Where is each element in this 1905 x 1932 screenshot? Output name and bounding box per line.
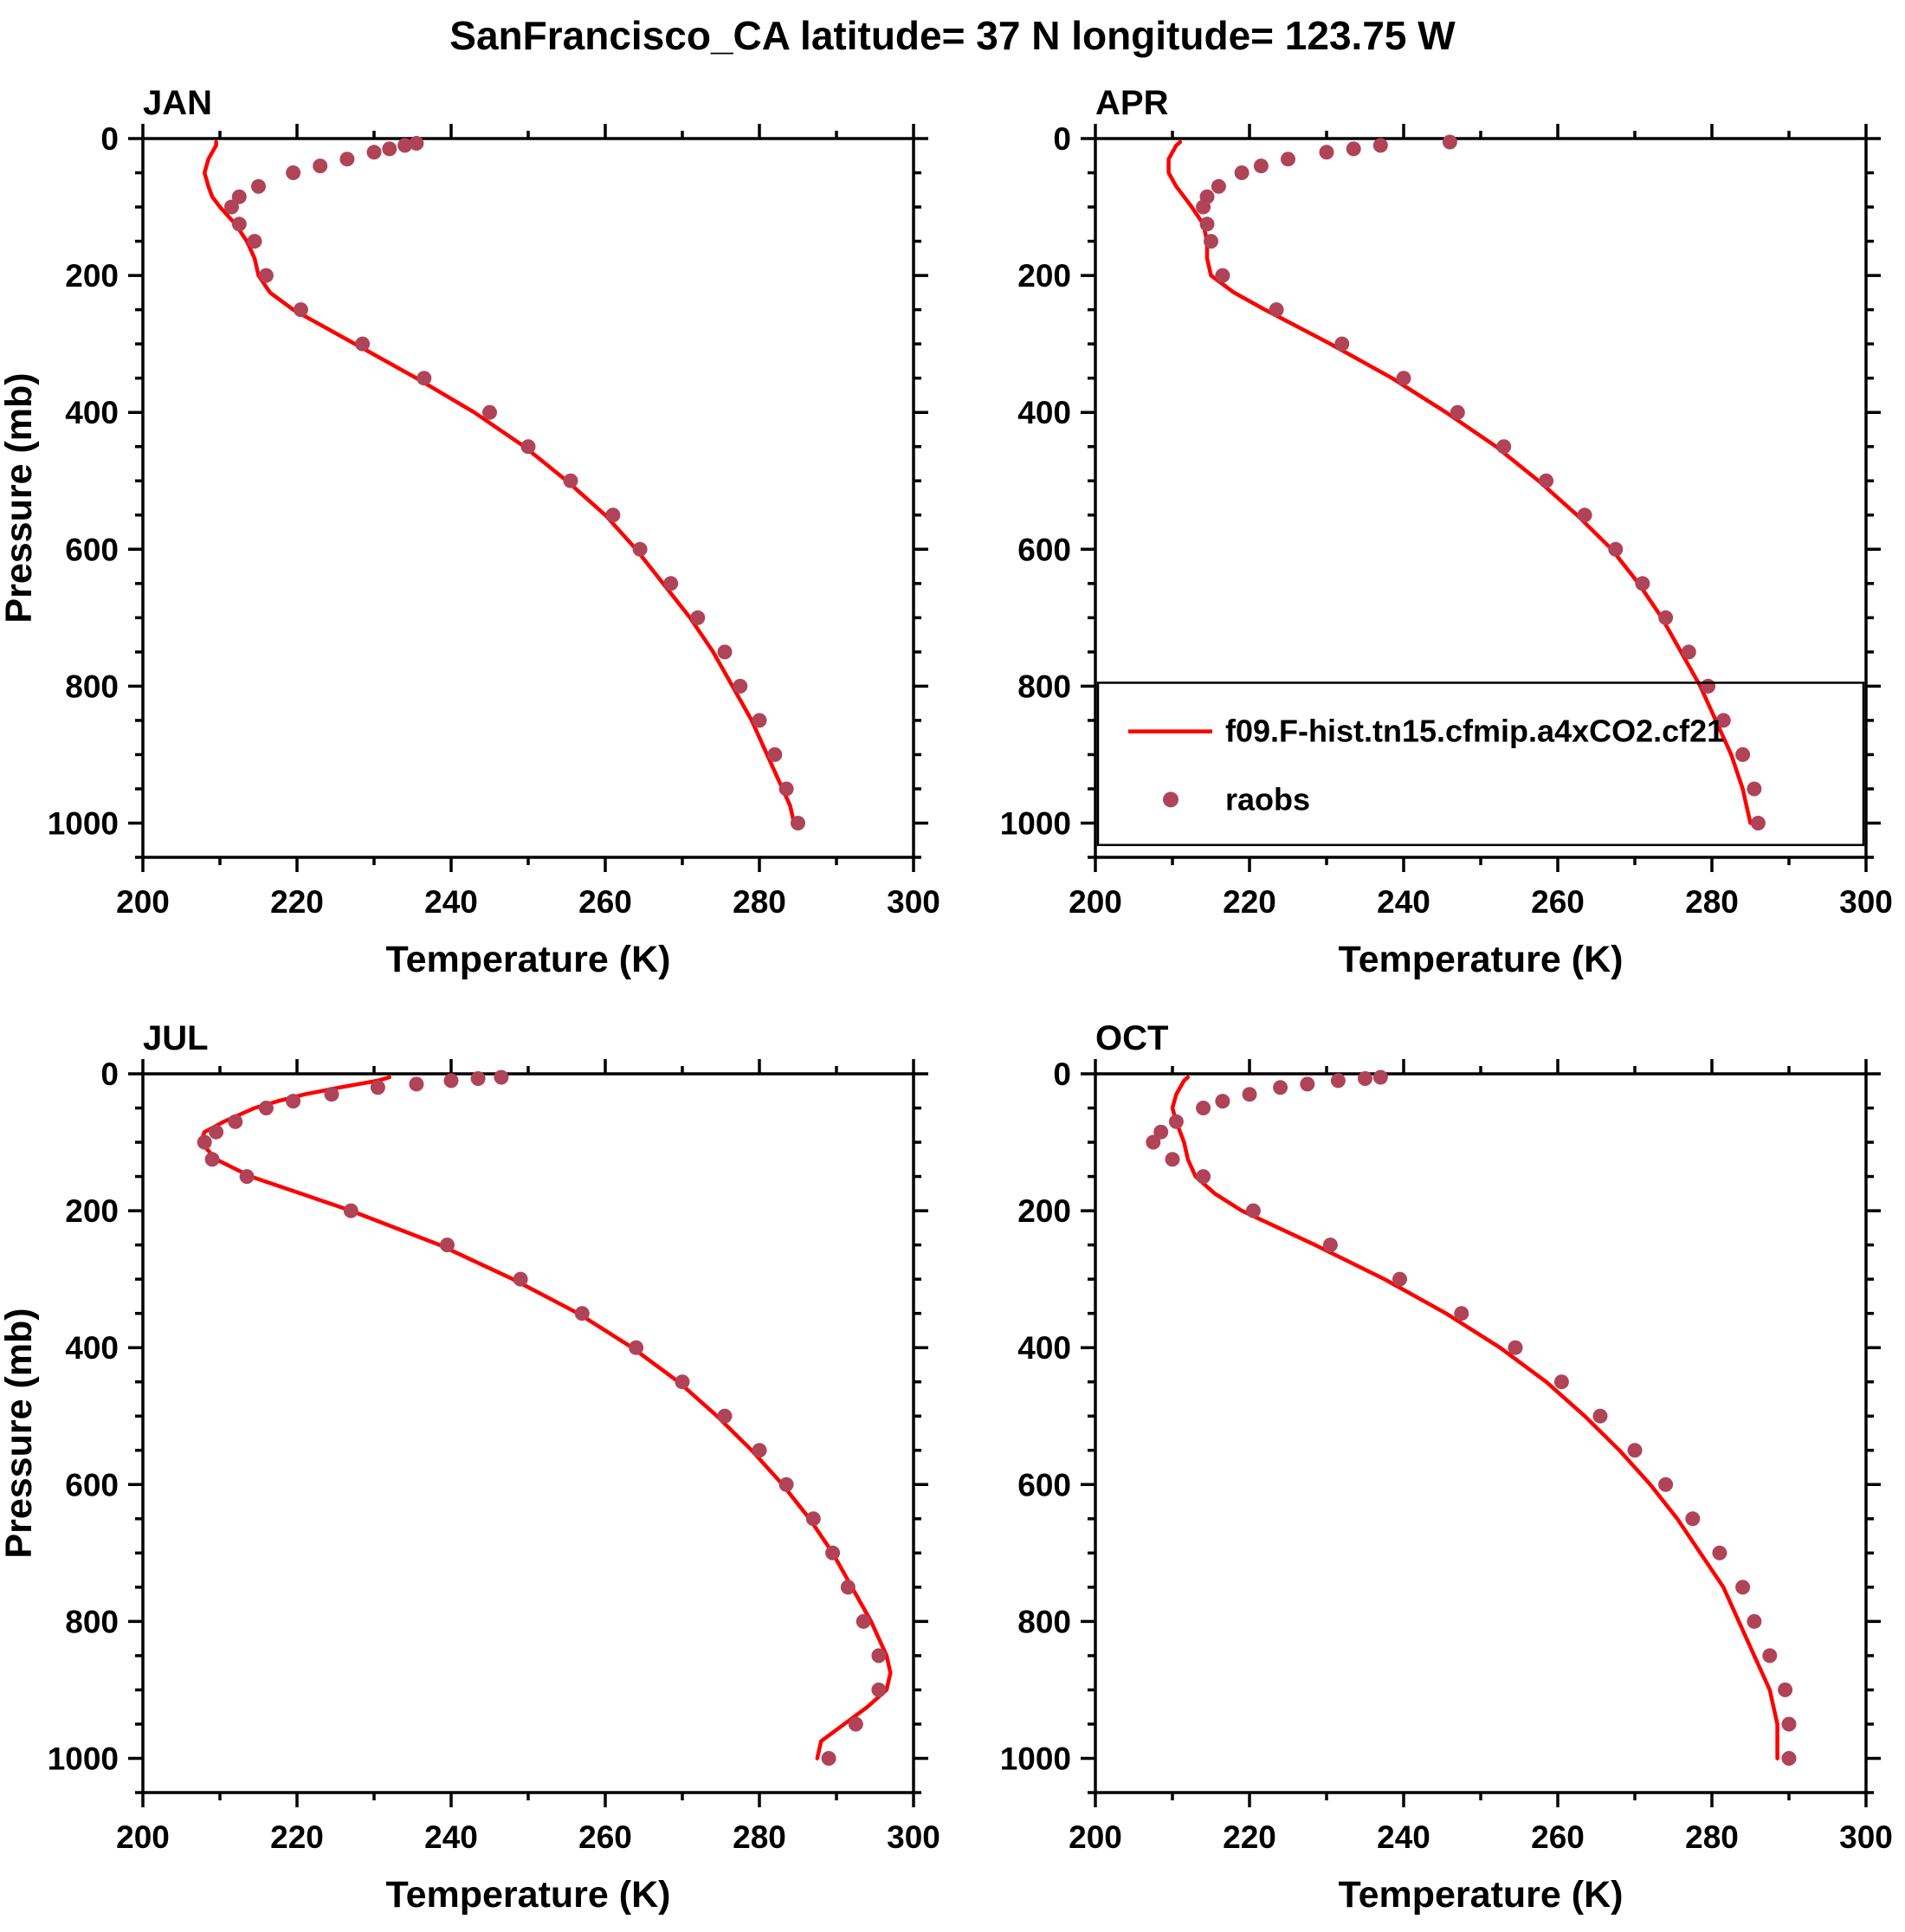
- x-tick-label: 240: [424, 1819, 478, 1855]
- figure-title: SanFrancisco_CA latitude= 37 N longitude…: [449, 13, 1456, 58]
- x-axis-label: Temperature (K): [386, 1874, 671, 1916]
- x-axis-label: Temperature (K): [1339, 939, 1624, 980]
- x-tick-label: 220: [1223, 1819, 1276, 1855]
- panel-jul-chart: 200 220 240 260 280 300 0 200 400 600 800 1000 JUL Te…: [0, 1019, 940, 1916]
- x-tick-label: 240: [424, 884, 478, 920]
- x-tick-label: 260: [578, 1819, 632, 1855]
- x-tick-label: 240: [1377, 1819, 1430, 1855]
- x-tick-label: 200: [116, 884, 170, 920]
- x-tick-label: 220: [1223, 884, 1276, 920]
- x-tick-label: 200: [1069, 884, 1122, 920]
- y-tick-label: 1000: [48, 1741, 119, 1776]
- y-tick-label: 200: [1017, 1193, 1071, 1229]
- model-line: [198, 1075, 893, 1761]
- y-tick-label: 600: [65, 1467, 119, 1502]
- panel-month-label: JUL: [143, 1019, 209, 1057]
- y-tick-label: 400: [65, 1330, 119, 1366]
- legend-dot-sample: [1163, 792, 1179, 808]
- y-tick-label: 1000: [1000, 1741, 1071, 1776]
- x-tick-label: 240: [1377, 884, 1430, 920]
- panel-oct-chart: 200 220 240 260 280 300 0 200 400 600 800 1000 OCT Te…: [1000, 1019, 1893, 1916]
- y-tick-label: 0: [100, 1056, 119, 1092]
- y-tick-label: 200: [1017, 258, 1071, 294]
- y-tick-label: 800: [65, 1604, 119, 1639]
- model-line: [1166, 139, 1753, 825]
- y-tick-label: 800: [65, 669, 119, 704]
- x-tick-label: 260: [578, 884, 632, 920]
- axis-ticks: [1081, 124, 1881, 872]
- panel-month-label: APR: [1095, 84, 1169, 122]
- axis-ticks: [128, 124, 928, 872]
- x-tick-label: 220: [270, 884, 324, 920]
- y-tick-label: 200: [65, 258, 119, 294]
- x-tick-label: 260: [1531, 1819, 1585, 1855]
- y-tick-label: 1000: [1000, 805, 1071, 841]
- y-axis-label: Pressure (mb): [0, 1308, 40, 1558]
- y-tick-label: 1000: [48, 805, 119, 841]
- legend-obs-label: raobs: [1225, 781, 1310, 817]
- y-tick-label: 800: [1017, 669, 1071, 704]
- plot-box: [141, 1072, 915, 1794]
- model-line: [1170, 1075, 1779, 1761]
- x-tick-label: 300: [887, 884, 940, 920]
- model-line: [202, 139, 797, 825]
- x-tick-label: 280: [1685, 884, 1739, 920]
- raobs-dots: [223, 136, 805, 830]
- panel-month-label: JAN: [143, 84, 212, 122]
- x-tick-label: 300: [1839, 884, 1893, 920]
- legend-box: [1096, 682, 1865, 847]
- y-tick-label: 400: [65, 395, 119, 430]
- y-axis-label: Pressure (mb): [0, 372, 40, 623]
- x-tick-label: 200: [1069, 1819, 1122, 1855]
- x-tick-label: 200: [116, 1819, 170, 1855]
- plot-box: [1094, 1072, 1868, 1794]
- x-tick-label: 260: [1531, 884, 1585, 920]
- raobs-dots: [1196, 134, 1766, 830]
- panel-jan-chart: 200 220 240 260 280 300 0 200 400 600 800 1000 JAN Te…: [0, 84, 940, 980]
- panel-apr-chart: 200 220 240 260 280 300 0 200 400 600 800 1000 APR Te…: [1000, 84, 1893, 980]
- legend: f09.F-hist.tn15.cfmip.a4xCO2.cf21 raobs: [1096, 682, 1865, 847]
- y-tick-label: 400: [1017, 395, 1071, 430]
- y-tick-label: 600: [1017, 532, 1071, 567]
- x-tick-label: 220: [270, 1819, 324, 1855]
- x-tick-label: 280: [733, 1819, 786, 1855]
- x-tick-label: 300: [887, 1819, 940, 1855]
- legend-model-label: f09.F-hist.tn15.cfmip.a4xCO2.cf21: [1225, 714, 1724, 749]
- y-tick-label: 0: [100, 121, 119, 157]
- raobs-dots: [197, 1069, 887, 1766]
- y-tick-label: 0: [1053, 121, 1071, 157]
- x-axis-label: Temperature (K): [1339, 1874, 1624, 1916]
- y-tick-label: 600: [1017, 1467, 1071, 1502]
- axis-ticks: [1081, 1059, 1881, 1807]
- y-tick-label: 200: [65, 1193, 119, 1229]
- axis-ticks: [128, 1059, 928, 1807]
- x-tick-label: 280: [1685, 1819, 1739, 1855]
- raobs-dots: [1146, 1069, 1797, 1766]
- x-tick-label: 280: [733, 884, 786, 920]
- x-axis-label: Temperature (K): [386, 939, 671, 980]
- panels-grid: 200 220 240 260 280 300 0 200 400 600 800 1000 JAN Te…: [0, 61, 1905, 1931]
- y-tick-label: 600: [65, 532, 119, 567]
- y-tick-label: 800: [1017, 1604, 1071, 1639]
- y-tick-label: 0: [1053, 1056, 1071, 1092]
- y-tick-label: 400: [1017, 1330, 1071, 1366]
- x-tick-label: 300: [1839, 1819, 1893, 1855]
- panel-month-label: OCT: [1095, 1019, 1168, 1057]
